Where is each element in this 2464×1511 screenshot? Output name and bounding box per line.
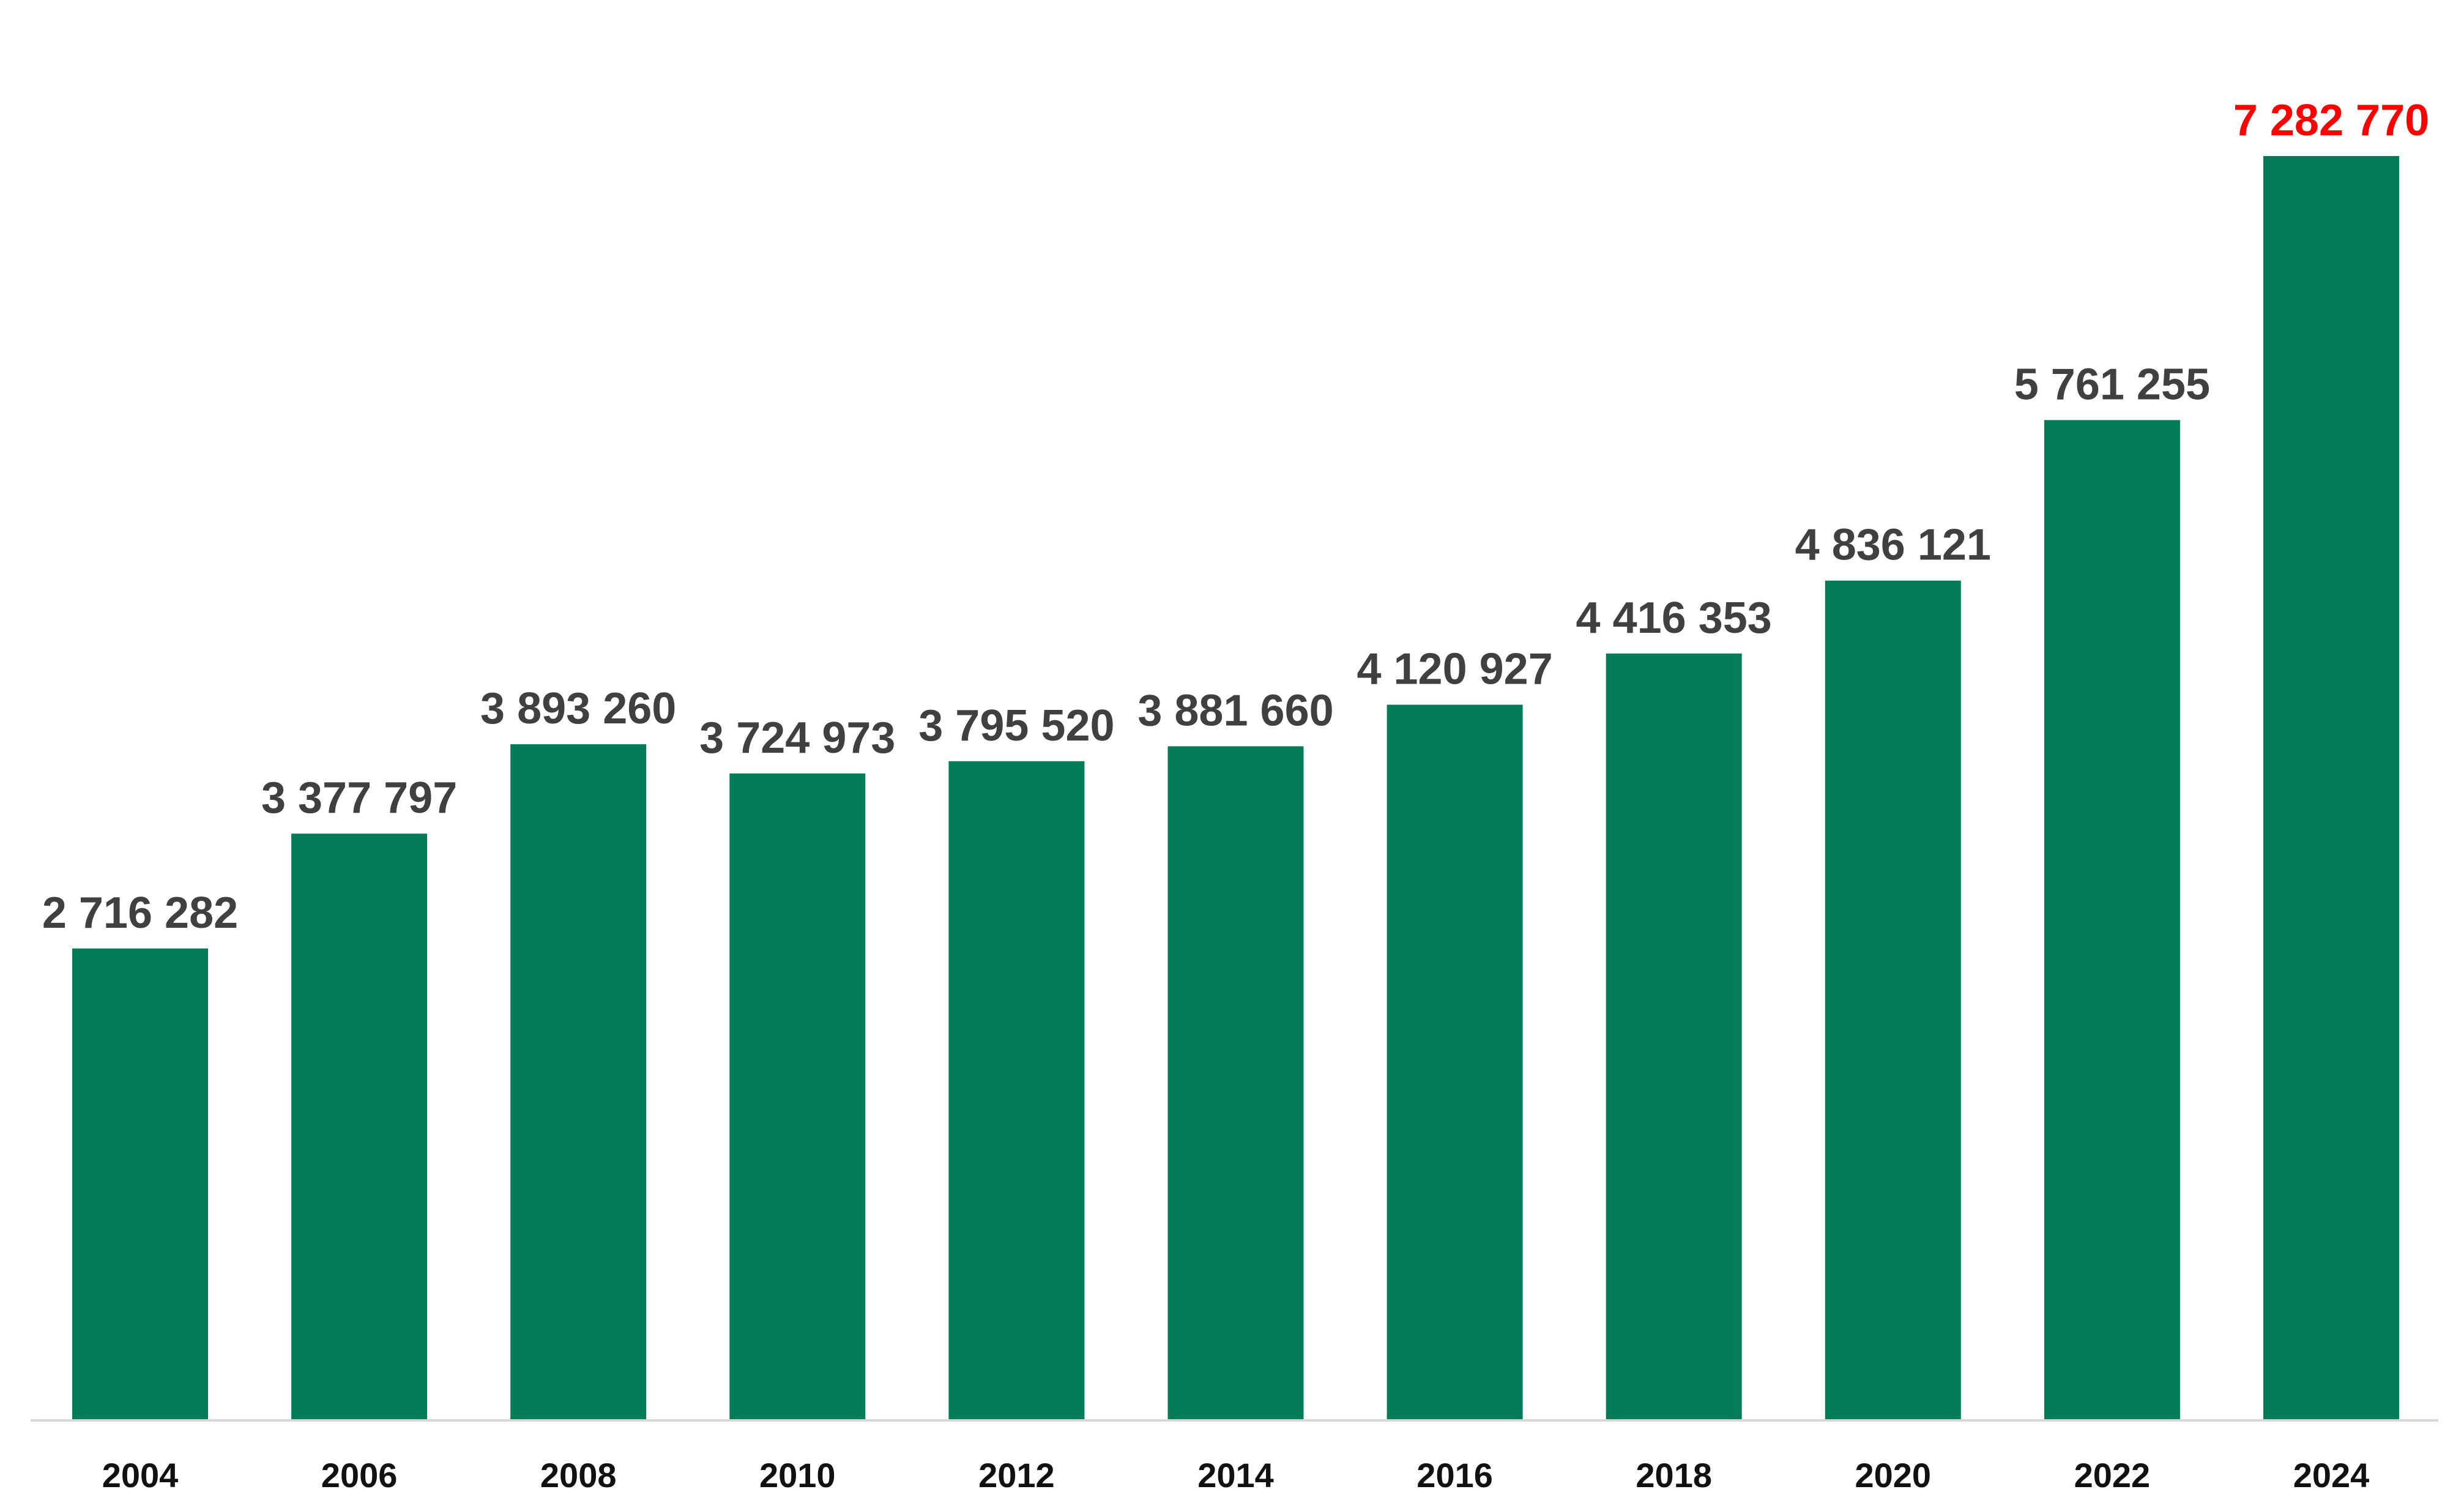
bars-group <box>72 156 2399 1420</box>
x-tick-label-2022: 2022 <box>2074 1456 2151 1494</box>
x-tick-label-2010: 2010 <box>759 1456 836 1494</box>
value-label-2010: 3 724 973 <box>699 714 895 763</box>
value-label-2008: 3 893 260 <box>480 684 676 733</box>
value-label-2016: 4 120 927 <box>1357 645 1552 694</box>
bar-2016 <box>1386 704 1523 1420</box>
x-tick-label-2020: 2020 <box>1855 1456 1932 1494</box>
x-tick-label-2006: 2006 <box>321 1456 398 1494</box>
x-tick-label-2018: 2018 <box>1636 1456 1712 1494</box>
value-label-2014: 3 881 660 <box>1137 686 1333 735</box>
value-label-2024: 7 282 770 <box>2233 96 2429 145</box>
bar-2018 <box>1606 653 1742 1420</box>
x-tick-label-2004: 2004 <box>102 1456 179 1494</box>
bar-2022 <box>2044 420 2180 1420</box>
bar-2010 <box>729 773 866 1420</box>
bar-2024 <box>2263 156 2399 1420</box>
value-label-2012: 3 795 520 <box>918 701 1114 750</box>
value-label-2006: 3 377 797 <box>261 774 457 823</box>
value-label-2022: 5 761 255 <box>2014 360 2210 409</box>
bar-2012 <box>948 761 1085 1420</box>
x-tick-label-2008: 2008 <box>540 1456 617 1494</box>
bar-2014 <box>1167 746 1304 1420</box>
x-tick-label-2016: 2016 <box>1416 1456 1493 1494</box>
value-label-2004: 2 716 282 <box>42 889 238 938</box>
value-label-2018: 4 416 353 <box>1576 594 1772 643</box>
x-tick-label-2024: 2024 <box>2293 1456 2370 1494</box>
bar-2008 <box>510 744 647 1420</box>
value-labels-group: 2 716 282 3 377 797 3 893 260 3 724 973 3 79… <box>42 96 2429 938</box>
x-tick-label-2014: 2014 <box>1197 1456 1274 1494</box>
x-tick-labels-group: 2004 2006 2008 2010 2012 2014 2016 2018 2020 2022… <box>102 1456 2370 1494</box>
x-tick-label-2012: 2012 <box>978 1456 1055 1494</box>
bar-2004 <box>72 948 208 1420</box>
bar-2006 <box>291 834 428 1420</box>
value-label-2020: 4 836 121 <box>1795 521 1991 570</box>
bar-2020 <box>1825 580 1961 1420</box>
